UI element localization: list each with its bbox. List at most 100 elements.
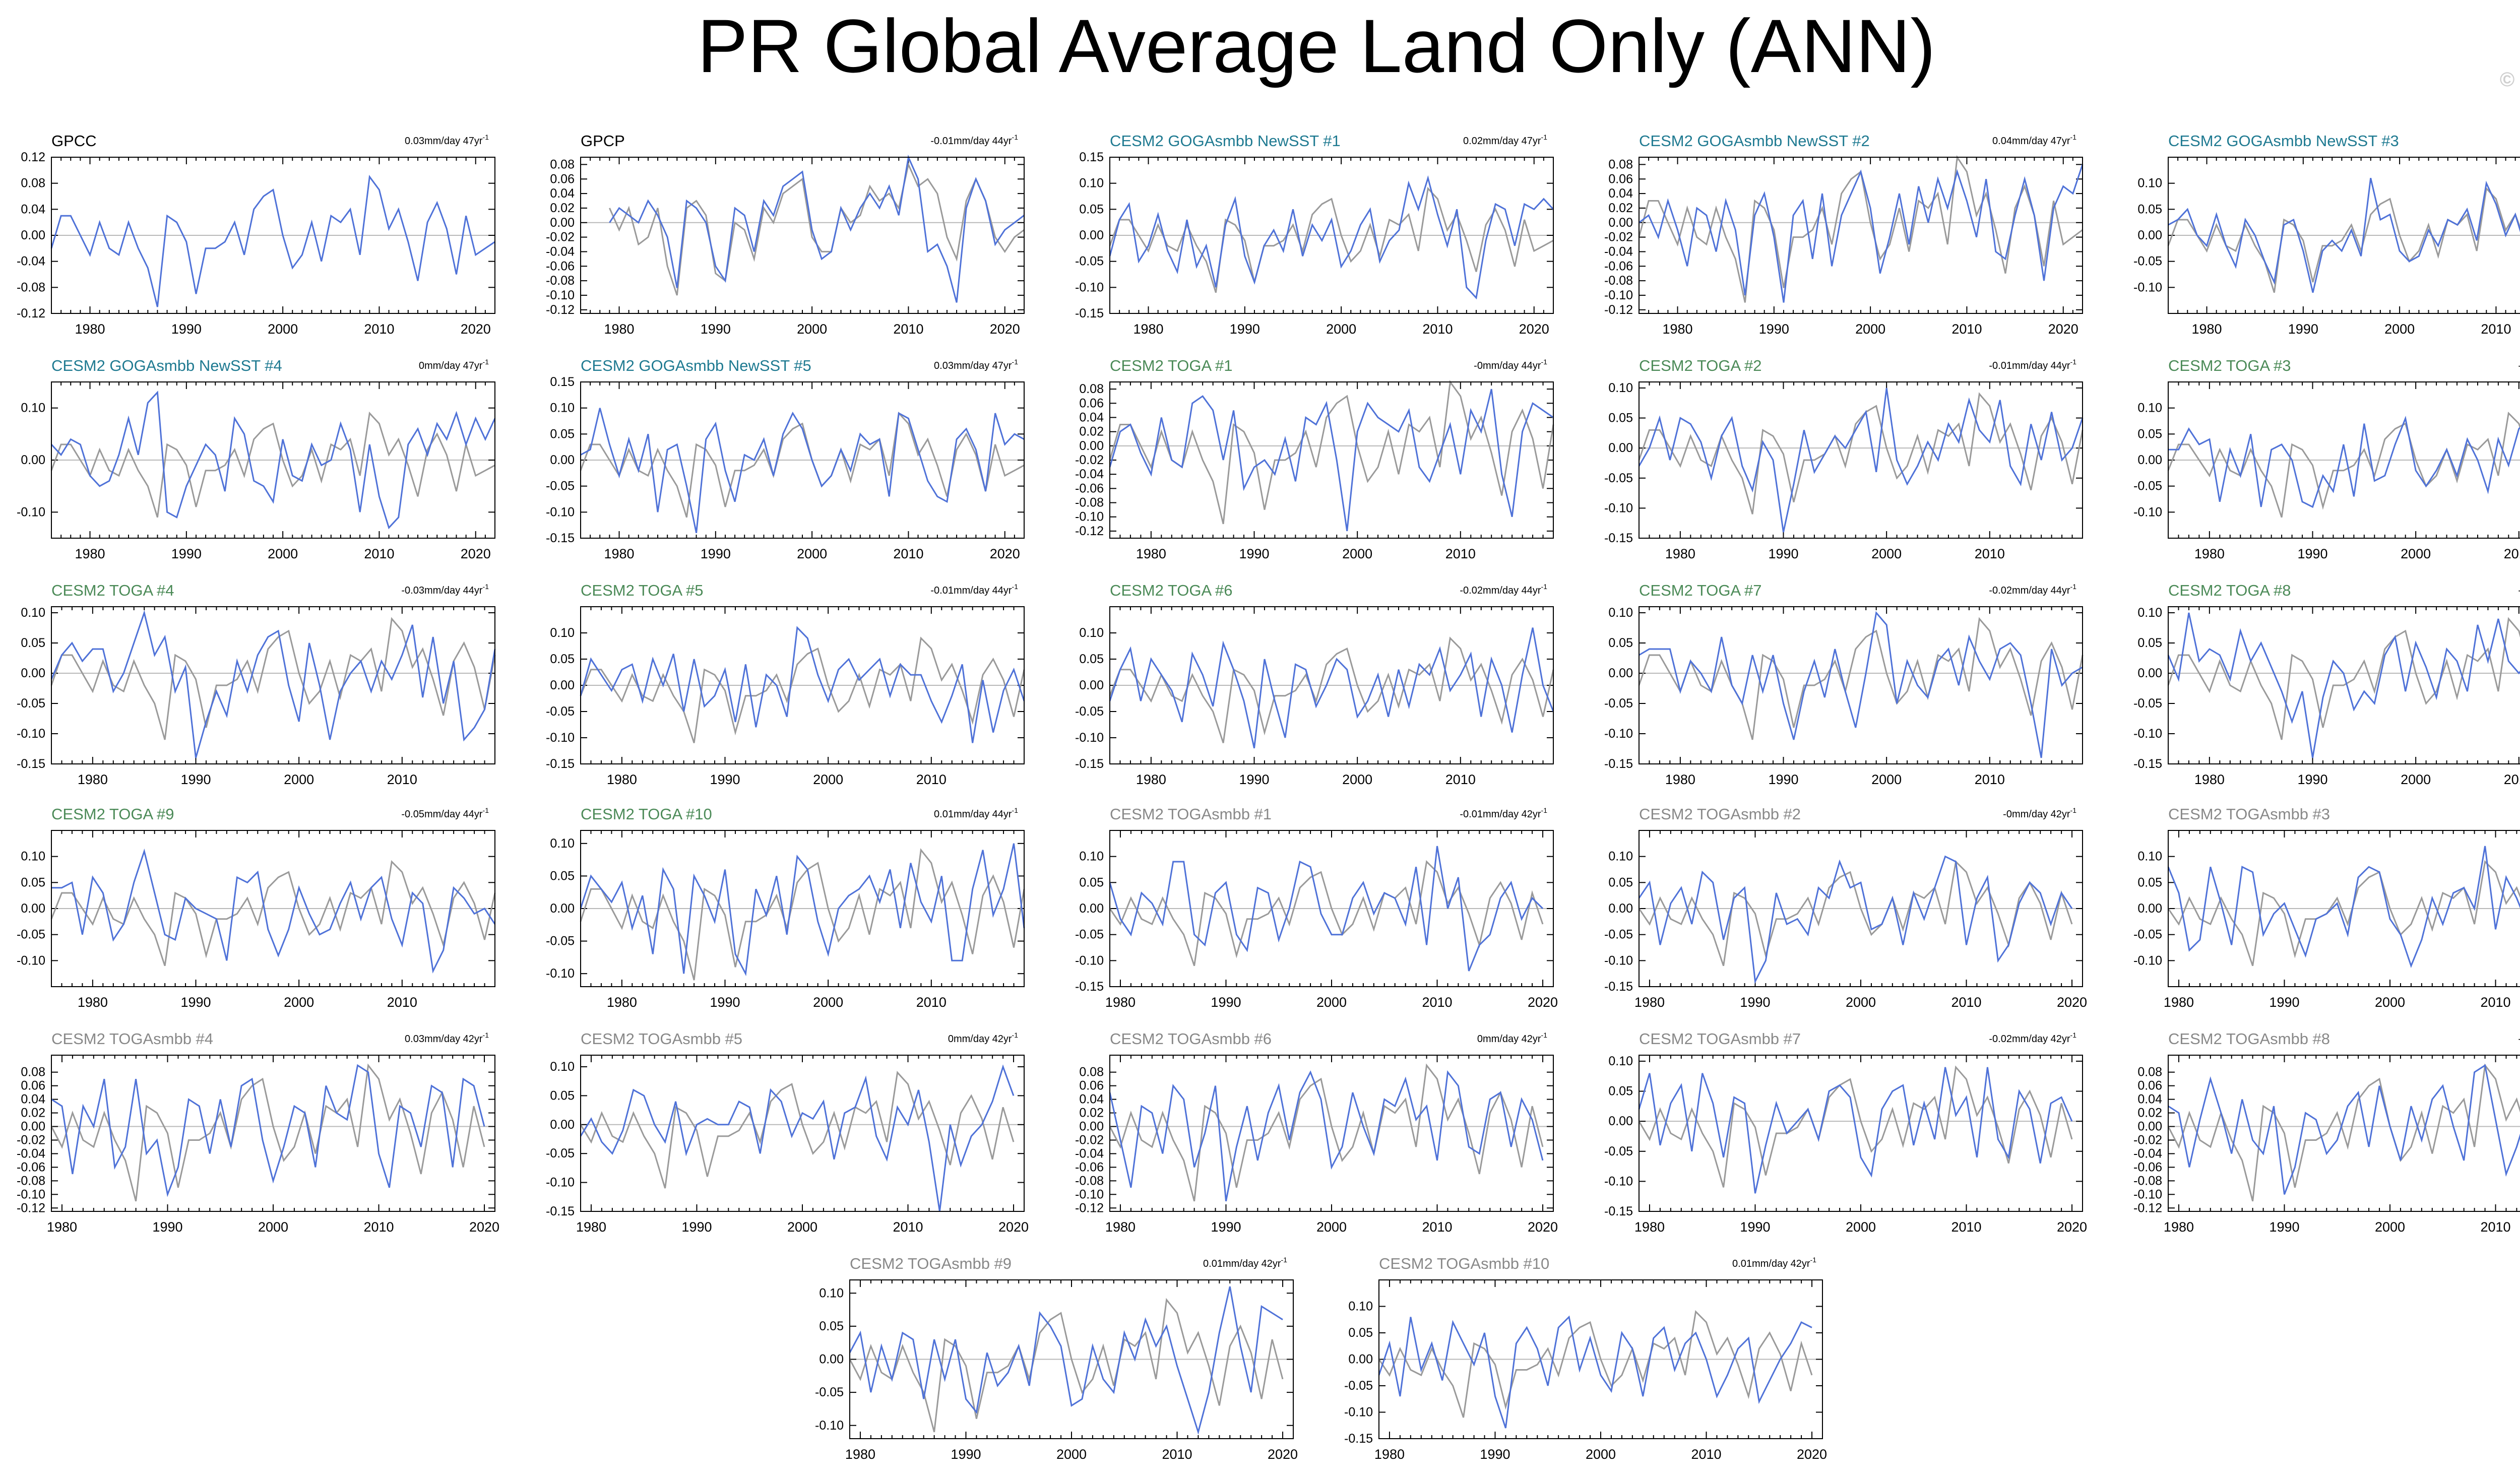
x-tick-label: 1980 [1662,321,1692,337]
y-tick-label: 0.08 [1079,1065,1104,1079]
x-tick-label: 2000 [1586,1447,1616,1462]
y-tick-label: 0.04 [1079,1092,1104,1107]
y-tick-label: 0.00 [550,453,575,467]
x-tick-label: 1990 [1211,995,1241,1010]
y-tick-label: -0.12 [17,306,45,320]
x-tick-label: 1990 [701,321,731,337]
trend-label: -0.01mm/day 44yr-1 [1989,358,2076,371]
plot-frame [1639,381,2083,539]
chart-panel: CESM2 TOGA #6 -0.02mm/day 44yr-1 0.10 0.05 0… [1075,582,1554,787]
trend-label: 0.03mm/day 42yr-1 [405,1031,489,1045]
y-tick-label: 0.00 [550,678,575,692]
y-tick-label: -0.10 [1604,288,1633,302]
x-tick-label: 2010 [1422,1219,1452,1235]
panel-title: GPCC [51,132,97,150]
y-tick-label: 0.00 [21,453,45,467]
plot-frame [580,381,1025,539]
y-tick-label: 0.10 [1608,1054,1633,1068]
y-tick-label: -0.04 [1075,467,1104,481]
y-tick-label: 0.10 [2137,176,2162,190]
y-tick-label: 0.00 [1079,678,1104,692]
series-line-obs [1109,860,1544,966]
trend-exponent: -1 [2070,806,2077,814]
trend-exponent: -1 [2070,1031,2077,1039]
x-tick-label: 1990 [1211,1219,1241,1235]
y-tick-label: 0.05 [550,869,575,883]
trend-label: -0.02mm/day 44yr-1 [1460,583,1547,596]
x-tick-label: 2000 [284,772,314,787]
series-line-model [2167,846,2520,969]
series-line-model [1109,1070,1544,1202]
y-tick-label: 0.05 [2137,875,2162,889]
y-tick-label: -0.15 [1344,1432,1373,1446]
trend-exponent: -1 [1281,1256,1288,1264]
y-tick-label: 0.05 [1608,636,1633,650]
trend-label: 0.01mm/day 42yr-1 [1203,1256,1287,1269]
y-tick-label: 0.10 [550,626,575,640]
plot-frame [1109,830,1554,987]
y-tick-label: -0.05 [546,1146,575,1160]
series-line-obs [2167,1063,2520,1202]
y-tick-label: -0.02 [1075,1133,1104,1147]
plot-frame [580,157,1025,314]
series-line-model [580,626,1025,743]
plot-frame [1639,157,2083,314]
y-tick-label: -0.05 [1604,471,1633,485]
y-tick-label: 0.10 [550,836,575,851]
x-tick-label: 2000 [1326,321,1356,337]
plot-frame [1639,1055,2083,1212]
x-tick-label: 1990 [2297,546,2327,561]
x-tick-label: 1990 [152,1219,182,1235]
x-tick-label: 2010 [1951,321,1982,337]
y-tick-label: 0.00 [2137,901,2162,916]
x-tick-label: 1990 [1239,772,1269,787]
y-tick-label: 0.10 [1608,606,1633,620]
y-tick-label: -0.02 [1075,453,1104,467]
y-tick-label: 0.10 [1079,850,1104,864]
x-tick-label: 1980 [2194,546,2225,561]
series-line-obs [1109,186,1554,293]
y-tick-label: -0.10 [1075,731,1104,745]
series-line-obs [1378,1310,1813,1418]
y-tick-label: 0.04 [1608,186,1633,201]
x-tick-label: 2000 [813,772,843,787]
trend-label: -0.01mm/day 44yr-1 [2518,358,2520,371]
y-tick-label: -0.05 [2133,696,2162,711]
x-tick-label: 2020 [461,546,491,561]
trend-exponent: -1 [1012,583,1019,591]
x-tick-label: 1980 [604,546,634,561]
y-tick-label: 0.10 [1079,626,1104,640]
series-line-obs [1638,860,2073,966]
plot-frame [2168,830,2520,987]
x-tick-label: 2010 [893,546,923,561]
x-tick-label: 2010 [387,772,417,787]
panel-title: CESM2 TOGAsmbb #5 [581,1030,742,1048]
plot-frame [51,381,495,539]
y-tick-label: -0.06 [17,1160,45,1174]
y-tick-label: -0.02 [1604,230,1633,244]
y-tick-label: -0.10 [1344,1405,1373,1420]
y-tick-label: 0.00 [1608,441,1633,455]
trend-exponent: -1 [1541,133,1548,141]
x-tick-label: 1990 [171,321,202,337]
y-tick-label: 0.05 [550,1088,575,1103]
x-tick-label: 2000 [1846,1219,1876,1235]
panel-title: CESM2 GOGAsmbb NewSST #2 [1639,132,1870,150]
x-tick-label: 2020 [461,321,491,337]
series-line-model [51,1064,485,1197]
trend-exponent: -1 [2070,583,2077,591]
y-tick-label: 0.02 [1079,425,1104,439]
y-tick-label: 0.06 [2137,1079,2162,1093]
y-tick-label: -0.05 [1075,254,1104,269]
x-tick-label: 2010 [2480,995,2510,1010]
x-tick-label: 1990 [1759,321,1789,337]
trend-label: 0.03mm/day 47yr-1 [934,358,1018,371]
panel-title: GPCP [581,132,625,150]
y-tick-label: 0.05 [21,875,45,889]
trend-label: -0mm/day 44yr-1 [1474,358,1547,371]
x-tick-label: 2020 [2057,1219,2087,1235]
x-tick-label: 1990 [2297,772,2327,787]
y-tick-label: -0.10 [17,1187,45,1201]
x-tick-label: 2010 [893,321,923,337]
y-tick-label: 0.00 [2137,453,2162,467]
